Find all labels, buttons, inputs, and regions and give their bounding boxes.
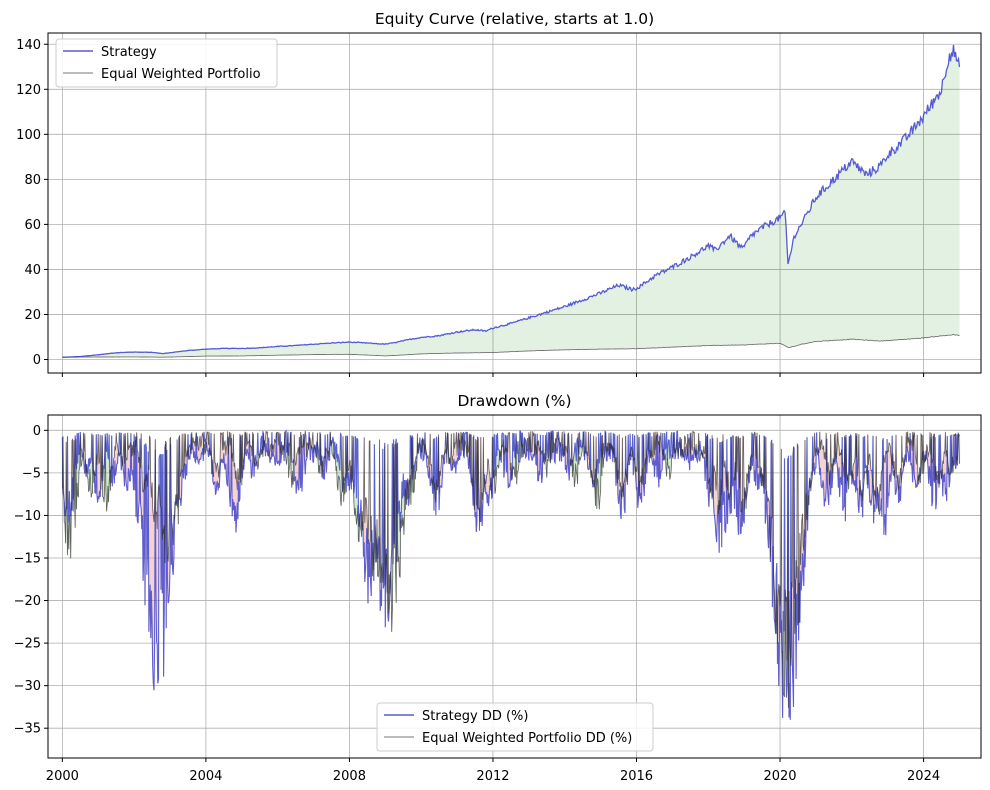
equity-x-ticks	[61, 373, 925, 377]
equity-legend-ewp-label: Equal Weighted Portfolio	[101, 67, 261, 82]
equity-y-tick-label: 40	[24, 263, 41, 278]
drawdown-series-lines	[61, 429, 960, 720]
drawdown-title: Drawdown (%)	[457, 392, 571, 410]
drawdown-x-tick-label: 2024	[907, 769, 940, 784]
drawdown-y-tick-label: −25	[14, 637, 41, 652]
equity-axes-frame	[47, 32, 982, 374]
drawdown-axes-frame	[47, 414, 982, 759]
drawdown-y-tick-label: 0	[33, 424, 41, 439]
drawdown-legend-ewp-label: Equal Weighted Portfolio DD (%)	[422, 731, 632, 746]
drawdown-panel: Drawdown (%) 0−5−10−15−20−25−30−35 2000 2…	[14, 392, 982, 784]
drawdown-x-tick-label: 2008	[333, 769, 366, 784]
drawdown-legend: Strategy DD (%) Equal Weighted Portfolio…	[376, 702, 654, 752]
equity-y-tick-label: 100	[16, 128, 41, 143]
drawdown-ewp-line	[62, 430, 960, 708]
drawdown-y-ticks: 0 −5 −10 −15 −20 −25 −30 −35	[14, 424, 48, 737]
equity-y-ticks: 0 20 40 60 80 100 120 140	[16, 38, 48, 368]
equity-fill-area	[62, 44, 960, 358]
drawdown-y-tick-label: −20	[14, 594, 41, 609]
drawdown-x-tick-label: 2004	[189, 769, 222, 784]
equity-legend-box	[55, 38, 278, 88]
equity-y-tick-label: 80	[24, 173, 41, 188]
drawdown-y-tick-label: −30	[14, 679, 41, 694]
drawdown-legend-strategy-label: Strategy DD (%)	[422, 709, 528, 724]
equity-grid	[48, 33, 981, 373]
equity-panel: Equity Curve (relative, starts at 1.0) 0…	[16, 10, 982, 377]
equity-y-tick-label: 60	[24, 218, 41, 233]
drawdown-x-tick-label: 2012	[476, 769, 509, 784]
drawdown-y-tick-label: −15	[14, 551, 41, 566]
drawdown-y-tick-label: −5	[22, 466, 41, 481]
drawdown-x-ticks: 2000 2004 2008 2012 2016 2020 2024	[46, 758, 940, 784]
drawdown-x-tick-label: 2020	[763, 769, 796, 784]
drawdown-legend-box	[376, 702, 654, 752]
drawdown-x-tick-label: 2016	[620, 769, 653, 784]
equity-y-tick-label: 120	[16, 83, 41, 98]
equity-ewp-line	[62, 333, 960, 358]
equity-fill-between	[62, 44, 960, 358]
equity-y-tick-label: 20	[24, 308, 41, 323]
equity-series-lines	[62, 44, 961, 358]
equity-title: Equity Curve (relative, starts at 1.0)	[375, 10, 654, 28]
equity-y-tick-label: 140	[16, 38, 41, 53]
drawdown-y-tick-label: −10	[14, 509, 41, 524]
equity-strategy-line	[62, 44, 961, 358]
drawdown-x-tick-label: 2000	[46, 769, 79, 784]
drawdown-y-tick-label: −35	[14, 722, 41, 737]
equity-y-tick-label: 0	[33, 353, 41, 368]
equity-legend: Strategy Equal Weighted Portfolio	[55, 38, 278, 88]
equity-legend-strategy-label: Strategy	[101, 45, 157, 60]
